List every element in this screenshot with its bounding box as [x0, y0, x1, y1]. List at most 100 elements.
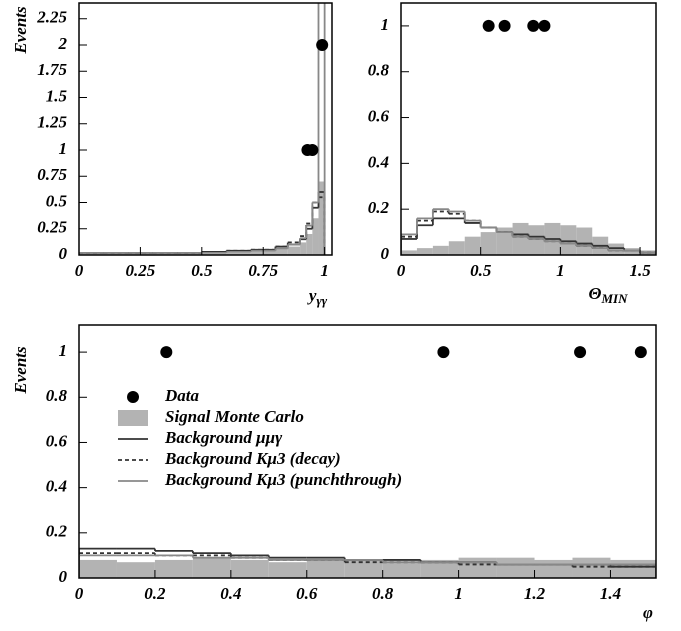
signal-bar [420, 559, 459, 578]
x-label-main: φ [643, 603, 653, 622]
signal-bar [344, 559, 383, 578]
y-tick-label: 0.4 [46, 477, 67, 496]
y-tick-label: 0.8 [46, 386, 68, 405]
y-tick-label: 1.5 [46, 86, 68, 105]
y-tick-label: 0 [59, 567, 68, 586]
signal-bar [226, 252, 251, 255]
data-point [437, 346, 450, 359]
panel: 0 0.2 0.4 0.6 0.8 1 1.2 1.4 0 0.2 0.4 0.6 0.8 1 φ Event… [11, 324, 657, 622]
y-tick-label: 0 [381, 244, 390, 263]
signal-bar [268, 562, 307, 578]
signal-bar [416, 248, 433, 255]
y-tick-label: 2 [58, 34, 68, 53]
signal-bar [448, 241, 465, 255]
x-tick-label: 0 [75, 261, 84, 280]
signal-bar [79, 559, 117, 578]
signal-bar [608, 243, 625, 255]
data-point [527, 19, 540, 32]
data-point [160, 346, 173, 359]
signal-bar [401, 250, 417, 255]
signal-bar [480, 232, 497, 255]
signal-bar [496, 557, 535, 578]
x-tick-label: 1 [320, 261, 329, 280]
signal-bar [300, 242, 307, 255]
signal-bar [610, 559, 656, 578]
signal-bar [624, 248, 641, 255]
x-axis-label: yγγ [307, 286, 328, 308]
legend-swatch [118, 410, 148, 426]
data-point [306, 144, 319, 156]
y-tick-label: 0.5 [46, 191, 68, 210]
signal-bar [116, 562, 155, 578]
signal-bar [458, 557, 497, 578]
x-tick-label: 1.2 [524, 584, 546, 603]
data-point [482, 19, 495, 32]
signal-bar [318, 181, 325, 255]
data-point [634, 346, 647, 359]
y-tick-label: 0.6 [46, 431, 68, 450]
x-tick-label: 1 [556, 261, 565, 280]
x-tick-label: 1.5 [629, 261, 651, 280]
x-tick-label: 0.75 [248, 261, 278, 280]
y-tick-label: 0.4 [368, 152, 389, 171]
y-tick-label: 0.75 [37, 165, 67, 184]
y-tick-label: 1.25 [37, 113, 67, 132]
x-label-sub: γγ [316, 293, 327, 308]
y-tick-label: 0.8 [368, 61, 390, 80]
legend-label: Data [164, 386, 200, 405]
x-label-main: Θ [589, 284, 602, 303]
panel: 0 0.25 0.5 0.75 1 0 0.25 0.5 0.75 1 1.25 1.5 1.75 2 2.… [11, 2, 333, 308]
plot-area [401, 19, 656, 255]
signal-bar [306, 234, 313, 255]
signal-bar [230, 559, 269, 578]
plot-area [79, 3, 329, 255]
legend-label: Background Kμ3 (decay) [164, 449, 341, 468]
x-tick-label: 0 [75, 584, 84, 603]
x-tick-label: 0.5 [191, 261, 213, 280]
y-tick-label: 1 [59, 341, 68, 360]
x-label-sub: MIN [600, 291, 628, 306]
signal-bar [275, 249, 288, 255]
signal-bar [192, 557, 231, 578]
y-tick-label: 2.25 [36, 8, 67, 27]
y-tick-label: 0 [59, 244, 68, 263]
legend-label: Signal Monte Carlo [165, 407, 304, 426]
y-tick-label: 0.2 [46, 522, 68, 541]
y-tick-label: 1 [381, 15, 390, 34]
signal-bar [382, 562, 421, 578]
x-axis-label: ΘMIN [589, 284, 629, 306]
data-point [316, 39, 329, 51]
signal-bar [512, 222, 529, 255]
frame [400, 2, 657, 256]
y-axis-label: Events [11, 6, 30, 55]
x-tick-label: 0.4 [220, 584, 241, 603]
y-tick-label: 0.6 [368, 106, 390, 125]
legend-marker [127, 391, 139, 403]
signal-bar [572, 557, 611, 578]
x-tick-label: 0.25 [126, 261, 156, 280]
data-point [574, 346, 587, 359]
x-tick-label: 1.4 [600, 584, 621, 603]
x-tick-label: 1 [454, 584, 463, 603]
x-tick-label: 0.2 [144, 584, 166, 603]
signal-bar [306, 559, 345, 578]
data-point [538, 19, 551, 32]
y-tick-label: 1.75 [37, 60, 67, 79]
signal-bar [528, 225, 545, 255]
signal-bar [154, 559, 193, 578]
legend-label: Background Kμ3 (punchthrough) [164, 470, 402, 489]
frame [78, 2, 333, 256]
y-tick-label: 1 [59, 139, 68, 158]
signal-bar [432, 245, 449, 255]
y-tick-label: 0.25 [37, 218, 67, 237]
y-tick-label: 0.2 [368, 198, 390, 217]
panel: 0 0.5 1 1.5 0 0.2 0.4 0.6 0.8 1 ΘMIN [368, 2, 657, 306]
x-tick-label: 0.8 [372, 584, 394, 603]
frame [78, 324, 657, 579]
signal-bar [287, 246, 301, 255]
legend-label: Background μμγ [164, 428, 283, 447]
signal-bar [534, 559, 573, 578]
signal-bar [576, 227, 593, 255]
x-label-main: y [307, 286, 317, 305]
